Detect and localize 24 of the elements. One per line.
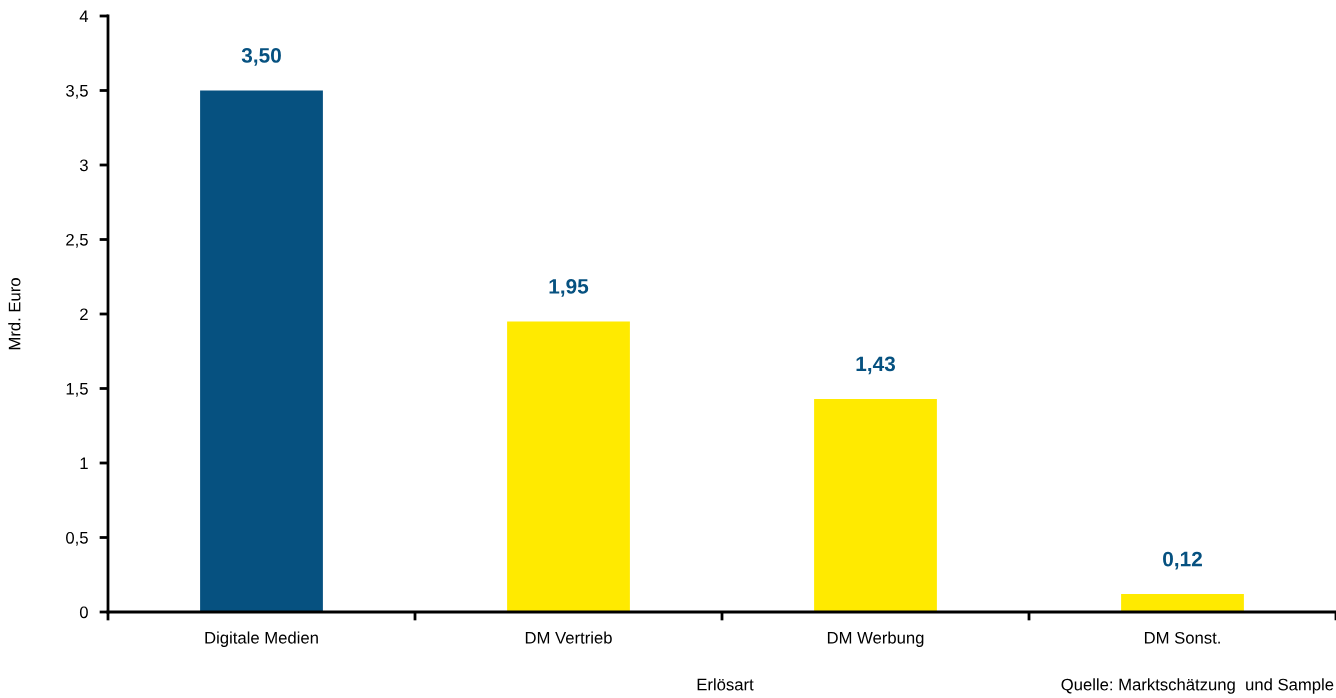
data-label: 1,43 [856,356,896,375]
x-tick-label: Digitale Medien [205,631,318,647]
y-axis-title: Mrd. Euro [8,278,21,350]
y-tick-label: 0,5 [66,531,88,546]
bar [507,321,630,612]
x-tick-label: DM Vertrieb [525,631,612,644]
bar [200,90,323,612]
y-tick-label: 2 [80,308,88,321]
y-tick-label: 3,5 [66,84,88,99]
y-tick-label: 1 [80,457,88,470]
data-label: 3,50 [241,48,281,66]
y-tick-label: 1,5 [66,383,88,397]
y-tick-label: 4 [79,10,89,23]
data-label: 0,12 [1163,551,1202,570]
y-tick-label: 2,5 [66,233,88,248]
x-tick-label: DM Werbung [827,631,924,647]
source-note: Quelle: Marktschätzung und Sample [1061,678,1334,694]
x-axis-title: Erlösart [697,678,754,691]
bar [814,398,937,612]
bar [1121,594,1244,612]
y-tick-label: 0 [79,606,88,619]
x-tick-label: DM Sonst. [1144,631,1220,644]
y-tick-label: 3 [79,159,88,172]
data-label: 1,95 [549,278,589,297]
